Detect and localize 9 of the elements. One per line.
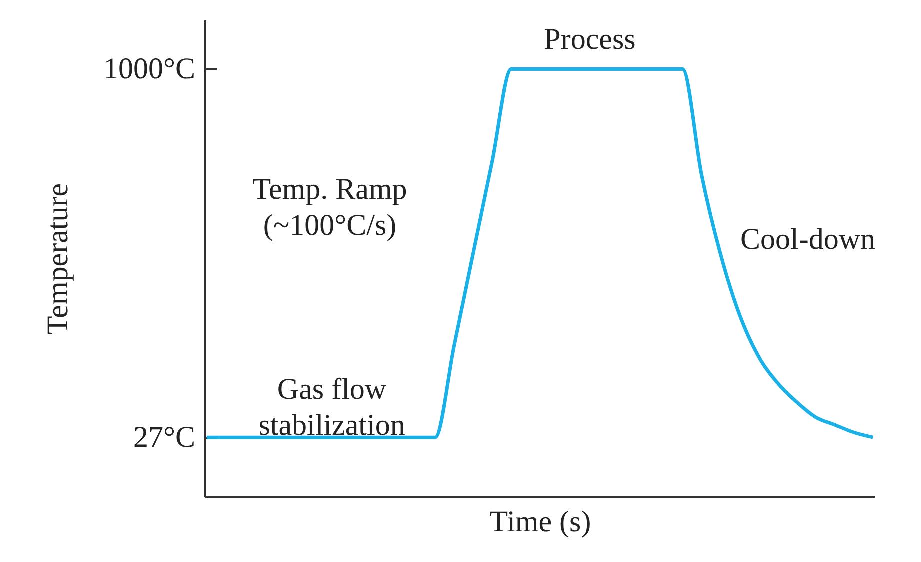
- annotation: Temp. Ramp (~100°C/s): [252, 173, 408, 242]
- annotation: Gas flow stabilization: [258, 373, 406, 442]
- y-axis-title: Temperature: [41, 183, 74, 335]
- y-tick-label: 27°C: [133, 421, 196, 454]
- line-series: [205, 67, 875, 440]
- x-axis-title: Time (s): [490, 506, 592, 538]
- annotation: Cool-down: [740, 223, 876, 256]
- y-tick-label: 1000°C: [103, 52, 196, 86]
- annotation: Process: [544, 23, 636, 56]
